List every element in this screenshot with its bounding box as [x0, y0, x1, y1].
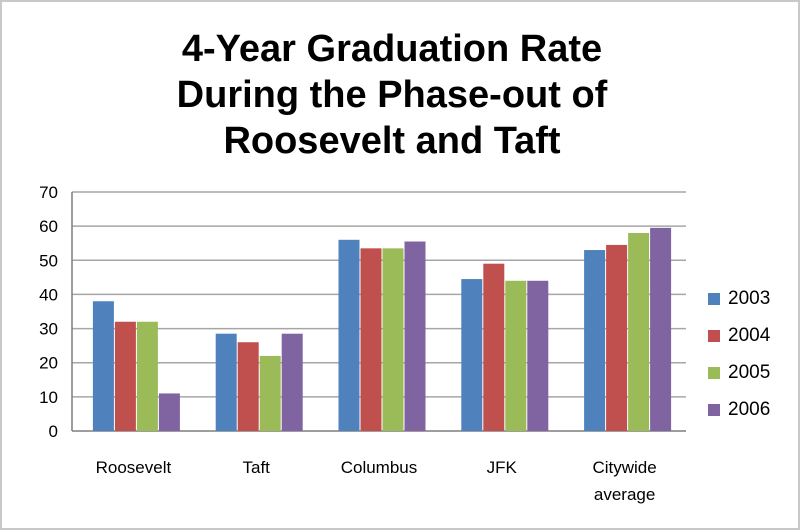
- legend: 2003 2004 2005 2006: [708, 280, 770, 428]
- bar-2006-taft: [281, 333, 303, 431]
- chart-title-line-1: 4-Year Graduation Rate: [181, 28, 603, 70]
- x-tick-label-taft: Taft: [242, 458, 270, 477]
- bar-2005-columbus: [382, 248, 404, 431]
- legend-item-2005: 2005: [708, 354, 770, 391]
- bar-2003-roosevelt: [92, 301, 114, 431]
- legend-swatch-2006: [708, 403, 720, 416]
- y-tick-label-30: 30: [39, 320, 58, 339]
- chart-title-line-2: During the Phase-out of: [176, 74, 608, 116]
- legend-label-2004: 2004: [728, 324, 771, 346]
- y-tick-label-10: 10: [39, 388, 58, 407]
- legend-item-2006: 2006: [708, 391, 770, 428]
- bar-2006-columbus: [404, 241, 426, 431]
- bar-2004-jfk: [483, 263, 505, 431]
- x-tick-label-citywide-line-2: average: [594, 485, 655, 504]
- bar-2003-citywide: [584, 250, 606, 431]
- bar-2005-citywide: [628, 232, 650, 431]
- x-tick-label-roosevelt: Roosevelt: [96, 458, 172, 477]
- x-tick-label-columbus: Columbus: [341, 458, 418, 477]
- legend-label-2003: 2003: [728, 287, 771, 309]
- y-tick-label-20: 20: [39, 354, 58, 373]
- bar-2004-citywide: [606, 244, 628, 431]
- bar-2005-roosevelt: [136, 321, 158, 431]
- bar-2005-jfk: [505, 280, 527, 431]
- y-tick-label-40: 40: [39, 285, 58, 304]
- bar-2004-roosevelt: [114, 321, 136, 431]
- legend-swatch-2004: [708, 329, 720, 342]
- chart-title-line-3: Roosevelt and Taft: [223, 120, 561, 162]
- bar-2003-jfk: [461, 279, 483, 431]
- y-tick-label-70: 70: [39, 183, 58, 202]
- x-tick-label-citywide: Citywide: [592, 458, 656, 477]
- legend-item-2003: 2003: [708, 280, 770, 317]
- bar-2005-taft: [259, 355, 281, 431]
- y-tick-label-60: 60: [39, 217, 58, 236]
- chart-title: 4-Year Graduation Rate During the Phase-…: [122, 26, 662, 164]
- bar-2003-columbus: [338, 239, 360, 431]
- y-tick-label-0: 0: [49, 422, 58, 441]
- legend-item-2004: 2004: [708, 317, 770, 354]
- bar-2004-taft: [237, 342, 259, 431]
- legend-label-2006: 2006: [728, 398, 771, 420]
- x-tick-label-jfk: JFK: [487, 458, 518, 477]
- bar-2006-jfk: [527, 280, 549, 431]
- bar-2003-taft: [215, 333, 237, 431]
- bar-2004-columbus: [360, 248, 382, 431]
- legend-swatch-2003: [708, 292, 720, 305]
- bar-2006-citywide: [650, 227, 672, 431]
- bar-2006-roosevelt: [158, 393, 180, 431]
- y-tick-label-50: 50: [39, 251, 58, 270]
- legend-swatch-2005: [708, 366, 720, 379]
- legend-label-2005: 2005: [728, 361, 771, 383]
